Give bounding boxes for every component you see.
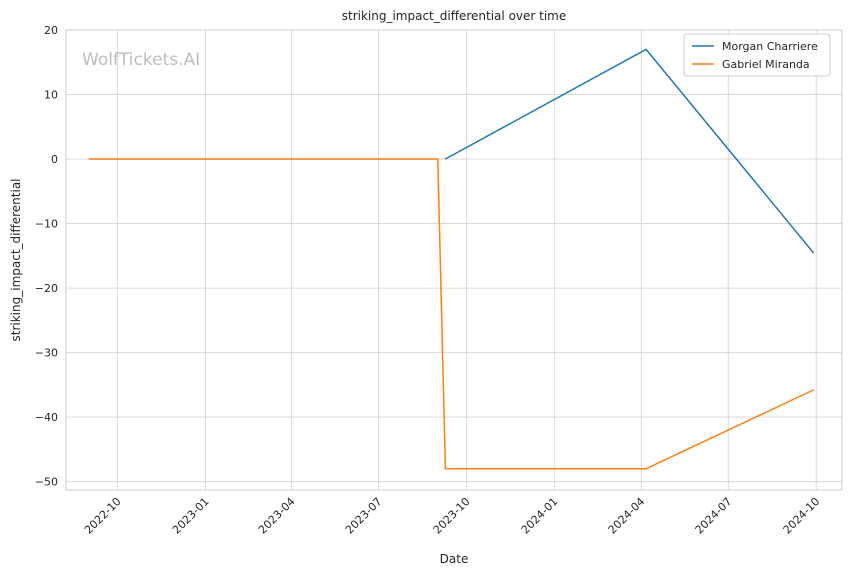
data-point xyxy=(444,468,446,470)
x-tick-label: 2023-07 xyxy=(343,495,385,537)
series-lines xyxy=(88,48,814,470)
x-tick-label: 2024-07 xyxy=(693,495,735,537)
y-tick-label: −10 xyxy=(35,218,58,231)
grid xyxy=(66,29,842,490)
chart-title: striking_impact_differential over time xyxy=(342,9,567,23)
data-point xyxy=(812,251,814,254)
x-tick-label: 2022-10 xyxy=(82,495,124,537)
x-axis-ticks: 2022-10 2023-01 2023-04 2023-07 2023-10 2024-… xyxy=(82,495,822,537)
watermark: WolfTickets.AI xyxy=(82,50,200,70)
legend: Morgan Charriere Gabriel Miranda xyxy=(683,33,831,77)
y-tick-label: −20 xyxy=(35,282,58,295)
y-tick-label: −50 xyxy=(35,476,58,489)
x-tick-label: 2024-10 xyxy=(781,495,823,537)
data-point xyxy=(812,389,814,391)
x-tick-label: 2023-01 xyxy=(170,495,212,537)
x-tick-label: 2024-04 xyxy=(606,495,648,537)
x-tick-label: 2023-04 xyxy=(256,495,298,537)
y-tick-label: 20 xyxy=(44,24,58,37)
legend-label: Morgan Charriere xyxy=(722,40,818,53)
y-tick-label: −40 xyxy=(35,411,58,424)
plot-area xyxy=(65,29,843,491)
data-point xyxy=(645,48,647,50)
y-tick-label: −30 xyxy=(35,347,58,360)
legend-box xyxy=(683,33,831,77)
x-tick-label: 2023-10 xyxy=(431,495,473,537)
data-point xyxy=(88,158,90,160)
legend-label: Gabriel Miranda xyxy=(722,58,810,71)
x-tick-label: 2024-01 xyxy=(519,495,561,537)
y-axis-ticks: 20 10 0 −10 −20 −30 −40 −50 xyxy=(35,24,58,489)
y-axis-label: striking_impact_differential xyxy=(9,178,23,341)
x-axis-label: Date xyxy=(440,552,469,566)
data-point xyxy=(444,158,446,160)
series-line-0 xyxy=(445,48,814,254)
data-point xyxy=(645,468,647,470)
y-tick-label: 10 xyxy=(44,89,58,102)
y-tick-label: 0 xyxy=(51,153,58,166)
series-line-1 xyxy=(88,158,814,470)
data-point xyxy=(437,158,439,160)
